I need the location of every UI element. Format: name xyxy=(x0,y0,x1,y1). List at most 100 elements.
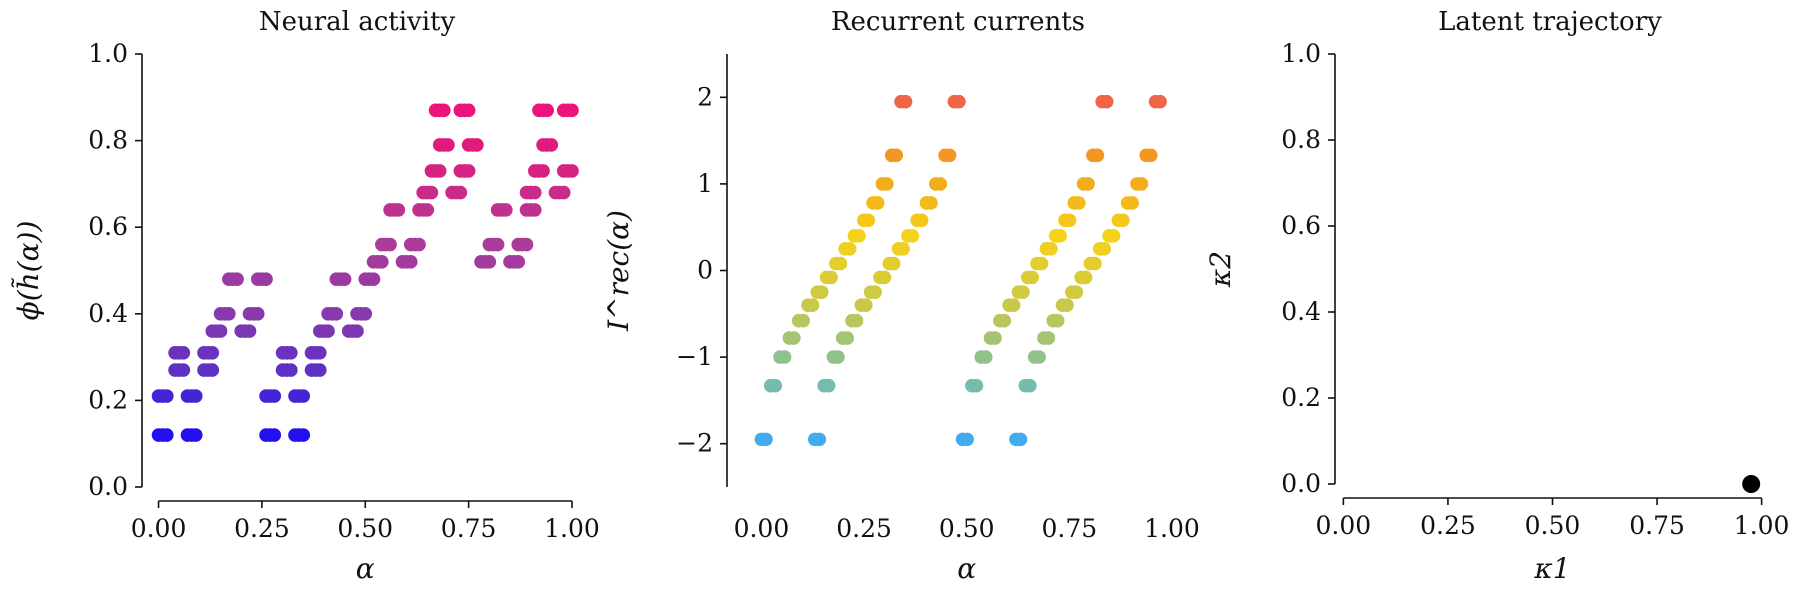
data-point xyxy=(852,229,866,243)
data-point xyxy=(824,270,838,285)
x-tick-label: 0.50 xyxy=(337,514,393,543)
y-tick-label: 0.0 xyxy=(1281,469,1321,498)
data-point xyxy=(205,363,220,377)
data-point xyxy=(814,285,829,299)
data-point xyxy=(898,94,913,109)
data-point xyxy=(441,138,455,152)
data-point xyxy=(267,389,282,403)
data-point xyxy=(1044,242,1058,256)
data-point xyxy=(403,255,418,269)
data-point xyxy=(350,324,364,338)
x-tick-label: 1.00 xyxy=(1734,511,1790,540)
panel-title: Latent trajectory xyxy=(1438,7,1662,37)
x-tick-label: 0.75 xyxy=(441,514,497,543)
panel-2: Recurrent currents 0.00 0.25 0.50 0.75 1.00 −2… xyxy=(602,7,1200,585)
data-point xyxy=(886,256,901,271)
y-tick-label: 0 xyxy=(697,256,713,285)
data-point xyxy=(259,272,273,286)
data-point xyxy=(424,185,439,200)
data-point xyxy=(905,229,920,243)
data-point xyxy=(831,350,845,364)
data-point xyxy=(499,203,513,217)
data-point xyxy=(1088,256,1102,271)
data-point xyxy=(840,331,855,345)
data-point xyxy=(267,428,282,442)
data-point xyxy=(296,428,311,442)
data-point xyxy=(482,255,497,269)
data-point xyxy=(1060,298,1074,312)
x-tick-label: 1.00 xyxy=(1144,514,1200,543)
data-point xyxy=(366,272,381,286)
y-tick-label: 1.0 xyxy=(88,39,128,68)
data-point xyxy=(536,164,550,178)
data-point xyxy=(222,307,236,321)
data-point xyxy=(511,255,526,269)
data-point xyxy=(540,103,554,118)
data-point xyxy=(1016,285,1030,299)
data-point xyxy=(412,237,426,252)
y-tick-label: 1.0 xyxy=(1281,39,1321,68)
y-tick-label: 0.6 xyxy=(88,212,128,241)
data-point xyxy=(942,148,957,163)
data-point xyxy=(952,94,966,109)
data-point xyxy=(527,185,542,200)
x-axis-label: α xyxy=(957,552,976,585)
data-point xyxy=(470,138,484,152)
data-point xyxy=(805,298,820,312)
data-point xyxy=(556,185,571,200)
data-point xyxy=(821,378,836,393)
data-point xyxy=(914,213,929,228)
data-point xyxy=(1053,229,1067,243)
x-axis-label: α xyxy=(356,552,375,585)
trajectory-point xyxy=(1742,475,1761,493)
data-point xyxy=(859,298,873,312)
data-point xyxy=(527,203,542,217)
data-point xyxy=(960,432,974,447)
y-axis-label: κ2 xyxy=(1204,251,1237,288)
x-tick-label: 0.25 xyxy=(836,514,892,543)
data-point xyxy=(284,363,298,377)
y-tick-label: 0.6 xyxy=(1281,211,1321,240)
y-tick-label: −2 xyxy=(676,429,713,458)
data-point xyxy=(877,270,892,285)
data-point xyxy=(312,363,327,377)
data-point xyxy=(768,378,783,393)
data-point xyxy=(461,164,476,178)
data-point xyxy=(1134,177,1149,191)
data-point xyxy=(544,138,559,152)
data-point xyxy=(1125,196,1139,210)
x-tick-label: 0.25 xyxy=(234,514,290,543)
data-point xyxy=(453,185,468,200)
data-point xyxy=(1153,94,1167,109)
data-point xyxy=(176,345,191,360)
data-point xyxy=(250,307,265,321)
data-point xyxy=(565,103,579,118)
panel-title: Neural activity xyxy=(259,7,456,37)
data-point xyxy=(933,177,948,191)
data-point xyxy=(329,307,344,321)
data-point xyxy=(842,242,857,256)
data-point xyxy=(868,285,882,299)
x-axis-label: κ1 xyxy=(1533,552,1570,585)
panel-3: Latent trajectory 0.00 0.25 0.50 0.75 1.00 0.0… xyxy=(1204,7,1789,585)
data-point xyxy=(230,272,244,286)
data-point xyxy=(437,103,451,118)
data-point xyxy=(1034,256,1049,271)
data-point xyxy=(188,389,203,403)
y-tick-label: −1 xyxy=(676,342,713,371)
data-point xyxy=(337,272,352,286)
data-point xyxy=(312,345,327,360)
data-point xyxy=(213,324,228,338)
data-point xyxy=(1143,148,1158,163)
data-point xyxy=(1032,350,1046,364)
x-tick-label: 0.00 xyxy=(734,514,790,543)
data-point xyxy=(1041,331,1056,345)
data-point xyxy=(861,213,876,228)
data-point xyxy=(924,196,938,210)
data-point xyxy=(1081,177,1095,191)
x-tick-label: 0.50 xyxy=(939,514,995,543)
data-point xyxy=(296,389,311,403)
y-tick-label: 0.2 xyxy=(88,385,128,414)
data-point xyxy=(284,345,298,360)
